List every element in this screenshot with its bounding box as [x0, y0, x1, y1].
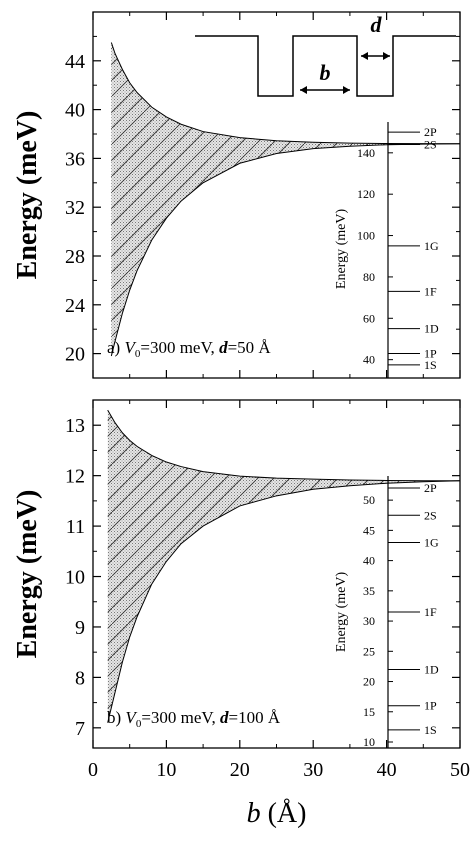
band-lower-edge [110, 143, 461, 357]
inset-level-label: 1G [424, 239, 439, 253]
inset-tick-label: 80 [363, 270, 375, 284]
y-axis-label: Energy (meV) [12, 111, 43, 280]
panel-annotation: a) V0=300 meV, d=50 Å [107, 338, 271, 360]
inset-tick-label: 15 [363, 705, 375, 719]
annotation-part: =300 meV, [140, 338, 219, 357]
y-tick-label: 44 [65, 51, 85, 73]
x-tick-label: 20 [230, 759, 250, 781]
y-axis-label: Energy (meV) [12, 490, 43, 659]
inset-level-label: 1D [424, 662, 439, 676]
annotation-part: =300 meV, [141, 708, 220, 727]
band-hatch [111, 42, 460, 356]
band-hatch [107, 410, 460, 723]
annotation-part: =50 Å [228, 338, 272, 357]
annotation-part: a) [107, 338, 124, 357]
annotation-part: 0 [136, 718, 142, 730]
y-tick-label: 24 [65, 295, 85, 317]
x-axis-label: b (Å) [247, 798, 307, 829]
band-upper-edge [110, 42, 461, 145]
panel-annotation: b) V0=300 meV, d=100 Å [107, 708, 281, 730]
inset-tick-label: 10 [363, 735, 375, 749]
d-arrow-head-left [361, 52, 368, 60]
annotation-part: d [220, 708, 229, 727]
potential-profile [195, 35, 456, 97]
y-tick-label: 32 [65, 197, 85, 219]
inset-tick-label: 120 [357, 187, 375, 201]
panel-a: 20 24 28 32 36 40 44 Energy (meV) a) V0=300 meV,… [12, 11, 461, 379]
d-label: d [371, 12, 383, 37]
annotation-part: d [219, 338, 228, 357]
inset-level-label: 1F [424, 605, 437, 619]
inset-level-label: 1D [424, 322, 439, 336]
inset-level-label: 2P [424, 125, 437, 139]
y-tick-label: 10 [65, 567, 85, 589]
y-tick-label: 11 [66, 516, 85, 538]
inset-level-label: 1F [424, 284, 437, 298]
inset-tick-label: 50 [363, 493, 375, 507]
annotation-part: V [124, 338, 137, 357]
y-tick-label: 12 [65, 466, 85, 488]
inset-level-label: 2P [424, 481, 437, 495]
x-tick-label: 40 [377, 759, 397, 781]
b-arrow-head-left [300, 86, 307, 94]
b-arrow-head-right [343, 86, 350, 94]
inset-level-label: 1S [424, 358, 437, 372]
inset-tick-label: 35 [363, 584, 375, 598]
y-tick-label: 8 [75, 667, 85, 689]
x-tick-label: 30 [303, 759, 323, 781]
inset-tick-label: 45 [363, 523, 375, 537]
y-tick-label: 7 [75, 718, 85, 740]
y-tick-label: 40 [65, 100, 85, 122]
inset-level-label: 1P [424, 346, 437, 360]
x-tick-label: 50 [450, 759, 470, 781]
panel-b: 7 8 9 10 11 12 13 0 10 20 30 40 50 b (Å) Energy (meV) b… [12, 399, 470, 829]
inset-tick-label: 60 [363, 311, 375, 325]
x-axis-label-symbol: b [247, 798, 261, 829]
y-tick-label: 13 [65, 415, 85, 437]
inset-tick-label: 20 [363, 675, 375, 689]
annotation-part: b) [107, 708, 125, 727]
d-arrow-head-right [383, 52, 390, 60]
inset-axis-label: Energy (meV) [334, 572, 349, 653]
annotation-part: 0 [135, 348, 141, 360]
inset-level-label: 2S [424, 138, 437, 152]
y-tick-label: 36 [65, 148, 85, 170]
band-upper-edge [107, 409, 460, 482]
inset-axis-label: Energy (meV) [334, 209, 349, 290]
y-tick-label: 20 [65, 344, 85, 366]
annotation-part: V [125, 708, 138, 727]
y-tick-label: 9 [75, 617, 85, 639]
inset-tick-label: 40 [363, 554, 375, 568]
inset-tick-label: 30 [363, 614, 375, 628]
x-axis-label-unit: (Å) [261, 798, 307, 829]
inset-tick-label: 25 [363, 644, 375, 658]
inset-tick-label: 40 [363, 353, 375, 367]
x-tick-label: 0 [88, 759, 98, 781]
inset-level-label: 1S [424, 723, 437, 737]
inset-tick-label: 140 [357, 146, 375, 160]
x-tick-label: 10 [156, 759, 176, 781]
inset-level-label: 1P [424, 699, 437, 713]
inset-level-label: 2S [424, 508, 437, 522]
b-label: b [320, 60, 331, 85]
inset-tick-label: 100 [357, 229, 375, 243]
y-tick-label: 28 [65, 246, 85, 268]
annotation-part: =100 Å [229, 708, 281, 727]
inset-level-label: 1G [424, 535, 439, 549]
band-lower-edge [107, 480, 461, 723]
